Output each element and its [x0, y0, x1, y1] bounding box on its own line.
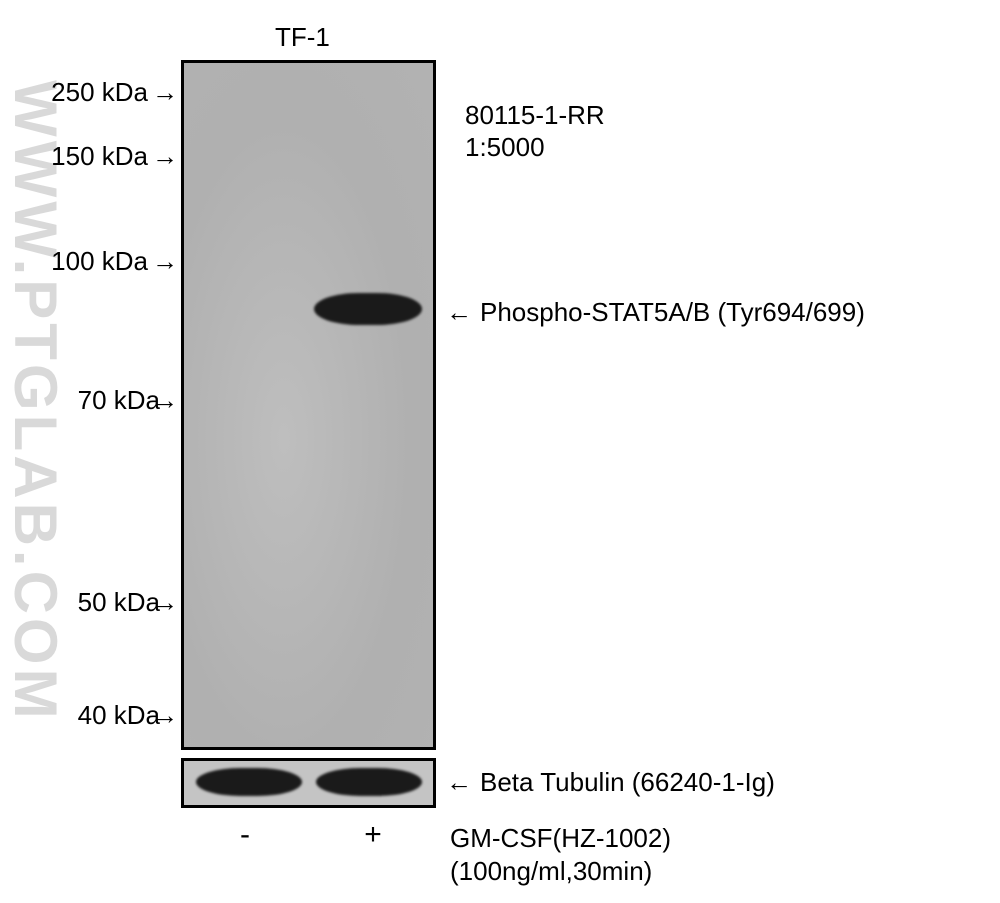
loading-band — [316, 768, 422, 796]
target-band — [314, 293, 422, 325]
mw-arrow-icon: → — [152, 385, 178, 416]
mw-arrow-icon: → — [152, 246, 178, 277]
lane-header: TF-1 — [275, 22, 330, 53]
loading-band-label: Beta Tubulin (66240-1-Ig) — [480, 767, 775, 798]
antibody-dilution: 1:5000 — [465, 132, 545, 163]
treatment-desc-line1: GM-CSF(HZ-1002) — [450, 823, 671, 853]
mw-arrow-icon: → — [152, 141, 178, 172]
treatment-desc-line2: (100ng/ml,30min) — [450, 856, 652, 886]
mw-arrow-icon: → — [152, 587, 178, 618]
mw-label: 40 kDa — [30, 700, 160, 731]
antibody-catalog: 80115-1-RR — [465, 100, 605, 131]
mw-label: 70 kDa — [30, 385, 160, 416]
mw-arrow-icon: → — [152, 77, 178, 108]
treatment-description: GM-CSF(HZ-1002) (100ng/ml,30min) — [450, 822, 671, 887]
treatment-sign-minus: - — [230, 818, 260, 852]
target-band-label: Phospho-STAT5A/B (Tyr694/699) — [480, 297, 865, 328]
mw-arrow-icon: → — [152, 700, 178, 731]
treatment-sign-plus: + — [358, 818, 388, 852]
figure-root: WWW.PTGLAB.COM TF-1 250 kDa → 150 kDa → … — [0, 0, 1000, 903]
mw-label: 250 kDa — [18, 77, 148, 108]
loading-band — [196, 768, 302, 796]
target-arrow-icon: ← — [446, 297, 472, 328]
mw-label: 50 kDa — [30, 587, 160, 618]
mw-label: 100 kDa — [18, 246, 148, 277]
main-blot — [181, 60, 436, 750]
loading-arrow-icon: ← — [446, 767, 472, 798]
mw-label: 150 kDa — [18, 141, 148, 172]
